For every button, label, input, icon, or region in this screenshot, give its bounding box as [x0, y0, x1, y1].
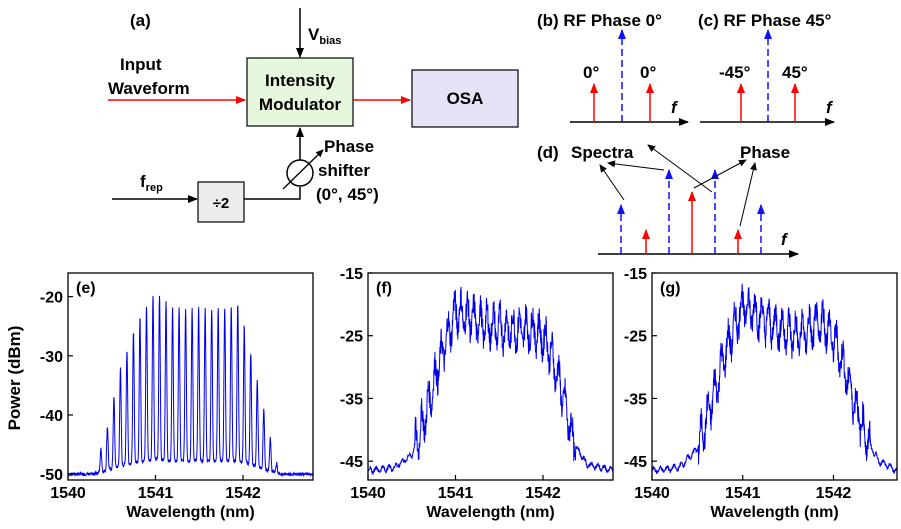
chart-f-ytick-label: -45	[340, 454, 363, 471]
input-label-2: Waveform	[108, 79, 190, 98]
chart-e-ylabel: Power (dBm)	[5, 326, 24, 431]
panel-d-pointer-5	[739, 162, 757, 227]
panel-b-left-phase: 0°	[583, 63, 599, 82]
chart-f-ytick-label: -15	[340, 266, 363, 283]
chart-f-panel-label: (f)	[376, 280, 392, 297]
chart-g-ytick-label: -35	[624, 391, 647, 408]
chart-e-frame	[67, 272, 314, 481]
panel-c-right-phase: 45°	[782, 63, 808, 82]
chart-f-trace	[367, 286, 614, 476]
chart-e: 1540 1541 1542 -50 -40 -30 -20 (e) Wavelength (n…	[40, 272, 314, 521]
osa-label: OSA	[447, 89, 484, 108]
panel-c: (c) RF Phase 45° f -45° 45°	[698, 11, 835, 126]
input-label-1: Input	[120, 55, 162, 74]
panel-b: (b) RF Phase 0° f 0° 0°	[537, 11, 689, 126]
chart-g-xlabel: Wavelength (nm)	[710, 504, 838, 521]
panel-c-label: (c) RF Phase 45°	[698, 11, 832, 30]
panel-d-pointer-3	[647, 144, 713, 193]
modulator-label-2: Modulator	[259, 95, 342, 114]
panel-a-label: (a)	[130, 11, 151, 30]
panel-d-spectra-label: Spectra	[571, 143, 634, 162]
chart-e-panel-label: (e)	[76, 280, 96, 297]
chart-e-trace	[67, 295, 314, 478]
chart-f-xtick-label: 1541	[438, 485, 474, 502]
chart-f-frame	[367, 272, 614, 481]
chart-g-ytick-label: -45	[624, 454, 647, 471]
frep-label: frep	[140, 172, 163, 194]
chart-e-ytick-label: -50	[40, 467, 63, 484]
panel-b-axis-label: f	[671, 98, 679, 117]
panel-b-label: (b) RF Phase 0°	[537, 11, 662, 30]
chart-f-xtick-label: 1542	[525, 485, 561, 502]
chart-e-ytick-label: -20	[40, 290, 63, 307]
chart-e-ytick-label: -30	[40, 349, 63, 366]
chart-g-xtick-label: 1540	[634, 485, 670, 502]
chart-e-xlabel: Wavelength (nm)	[126, 504, 254, 521]
chart-e-xtick-label: 1540	[50, 485, 86, 502]
chart-g: 1540 1541 1542 -45 -35 -25 -15 (g) Wavelength (n…	[624, 266, 898, 521]
panel-d-phase-label: Phase	[740, 143, 790, 162]
chart-g-trace	[651, 283, 898, 475]
chart-e-ytick-label: -40	[40, 408, 63, 425]
phase-label-2: shifter	[318, 161, 370, 180]
modulator-label-1: Intensity	[265, 71, 335, 90]
panel-d-axis-label: f	[781, 230, 789, 249]
osa-box	[411, 69, 519, 128]
chart-g-frame	[651, 272, 898, 481]
chart-f-ytick-label: -25	[340, 329, 363, 346]
panel-c-axis-label: f	[826, 98, 834, 117]
chart-g-ytick-label: -25	[624, 329, 647, 346]
panel-a: (a) Vbias Input Waveform Intensity Modul…	[108, 8, 519, 223]
phase-label-1: Phase	[324, 137, 374, 156]
chart-g-xtick-label: 1542	[816, 485, 852, 502]
panel-d-pointer-2	[607, 160, 665, 171]
chart-e-xtick-label: 1542	[225, 485, 261, 502]
chart-f: 1540 1541 1542 -45 -35 -25 -15 (f) Wavelength (n…	[340, 266, 614, 521]
intensity-modulator-box	[246, 57, 354, 127]
divider-box	[197, 181, 245, 223]
panel-d: (d) Spectra Phase f	[537, 143, 799, 258]
chart-f-ytick-label: -35	[340, 391, 363, 408]
panel-d-pointer-4	[693, 159, 747, 189]
chart-f-xlabel: Wavelength (nm)	[426, 504, 554, 521]
panel-d-pointer-1	[599, 164, 625, 201]
vbias-label: Vbias	[308, 25, 341, 47]
chart-g-xtick-label: 1541	[725, 485, 761, 502]
chart-e-xtick-label: 1541	[138, 485, 174, 502]
chart-g-ytick-label: -15	[624, 266, 647, 283]
divider-label: ÷2	[213, 195, 230, 212]
panel-d-label: (d)	[537, 143, 559, 162]
panel-c-left-phase: -45°	[719, 63, 751, 82]
rf-line-low	[244, 187, 301, 200]
chart-g-panel-label: (g)	[660, 280, 680, 297]
chart-f-xtick-label: 1540	[350, 485, 386, 502]
phase-label-3: (0°, 45°)	[316, 185, 379, 204]
panel-b-right-phase: 0°	[640, 63, 656, 82]
phase-shifter-diagonal	[282, 149, 324, 190]
